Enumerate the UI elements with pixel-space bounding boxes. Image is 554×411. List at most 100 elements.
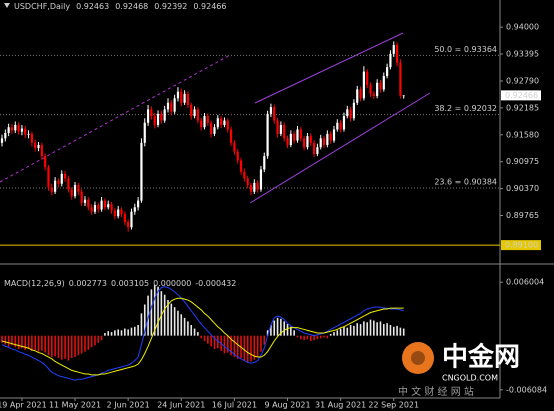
macd-bar [366, 322, 368, 336]
candle-body [289, 133, 292, 146]
macd-bar [290, 326, 292, 336]
macd-bar [306, 335, 309, 340]
x-tick-label: 2 Jun 2021 [107, 401, 150, 410]
macd-bar [97, 335, 100, 343]
candle-body [44, 156, 47, 168]
x-tick-label: 11 May 2021 [49, 401, 101, 410]
macd-bar [41, 335, 43, 351]
macd-bar [120, 330, 123, 336]
macd-bar [34, 335, 36, 350]
candle-body [100, 200, 103, 210]
ohlc-value: 0.92468 [115, 2, 148, 11]
x-tick-label: 16 Jul 2021 [212, 401, 257, 410]
candle-body [243, 171, 246, 179]
candle-body [93, 205, 97, 212]
candle-body [376, 82, 379, 97]
macd-bar [303, 335, 305, 341]
macd-bar [143, 304, 146, 336]
candle-body [203, 116, 206, 128]
macd-bar [300, 335, 302, 340]
macd-line [1, 297, 404, 376]
macd-bar [356, 323, 359, 336]
candle-body [193, 109, 196, 117]
candle-body [395, 44, 399, 63]
candle-body [24, 128, 27, 135]
macd-bar [256, 335, 259, 358]
candle-body [7, 127, 10, 134]
macd-bar [14, 335, 17, 348]
candle-body [206, 116, 209, 123]
candle-body [286, 138, 289, 146]
macd-bar [51, 335, 53, 358]
candle-body [216, 118, 219, 128]
candle-body [279, 124, 282, 134]
candle-body [176, 91, 180, 99]
candle-body [83, 199, 87, 203]
candle-body [10, 127, 14, 131]
macd-bar [250, 335, 252, 362]
logo-icon [402, 342, 434, 374]
macd-bar [369, 319, 372, 336]
macd-bar [1, 335, 3, 343]
candle-body [103, 200, 107, 208]
macd-bar [323, 335, 325, 338]
candle-body [263, 156, 266, 170]
macd-bar [57, 335, 60, 358]
macd-bar [11, 335, 13, 346]
candle-body [372, 93, 375, 97]
candle-body [143, 122, 146, 143]
candle-body [133, 207, 136, 212]
indicator-value: -0.000432 [195, 279, 236, 288]
y-tick-label: 0.92185 [506, 103, 539, 112]
current-price-label: 0.92466 [505, 91, 538, 100]
candle-body [173, 98, 176, 112]
macd-bar [84, 335, 86, 352]
candle-body [57, 180, 60, 184]
macd-bar [343, 326, 345, 336]
candle-body [253, 182, 256, 192]
candle-body [40, 145, 43, 157]
candle-body [362, 71, 365, 99]
y-tick-label: 0.89765 [506, 211, 539, 220]
candle-body [0, 138, 4, 143]
macd-bar [329, 333, 332, 336]
macd-bar [236, 335, 239, 359]
macd-bar [74, 335, 76, 358]
fib-label: 50.0 = 0.93364 [434, 45, 497, 54]
candle-body [120, 209, 123, 214]
candle-body [346, 109, 349, 117]
trend-line [0, 54, 231, 183]
candle-body [246, 178, 249, 186]
macd-bar [157, 286, 159, 336]
macd-bar [80, 335, 83, 354]
macd-bar [200, 335, 202, 339]
candle-body [200, 120, 203, 128]
macd-bar [359, 324, 362, 336]
symbol-title: USDCHF,Daily [14, 2, 70, 11]
macd-bar [44, 335, 46, 353]
candle-body [303, 138, 306, 148]
candle-body [342, 116, 346, 130]
candle-body [196, 109, 199, 121]
macd-bar [193, 328, 196, 336]
candle-body [296, 129, 299, 141]
candle-body [107, 204, 110, 208]
macd-bar [190, 324, 193, 336]
candle-body [156, 113, 160, 125]
candle-body [293, 133, 296, 141]
candle-body [73, 185, 77, 197]
macd-bar [67, 335, 70, 361]
candle-body [17, 124, 20, 132]
macd-bar [127, 329, 129, 336]
candle-body [47, 167, 50, 188]
candle-body [309, 136, 312, 143]
candle-body [153, 116, 156, 125]
candle-body [266, 113, 269, 157]
x-tick-label: 22 Sep 2021 [368, 401, 419, 410]
macd-bar [230, 335, 232, 356]
macd-bar [64, 335, 66, 359]
candle-body [117, 209, 120, 217]
candle-body [210, 122, 213, 134]
macd-bar [117, 329, 119, 336]
candle-body [399, 62, 402, 96]
